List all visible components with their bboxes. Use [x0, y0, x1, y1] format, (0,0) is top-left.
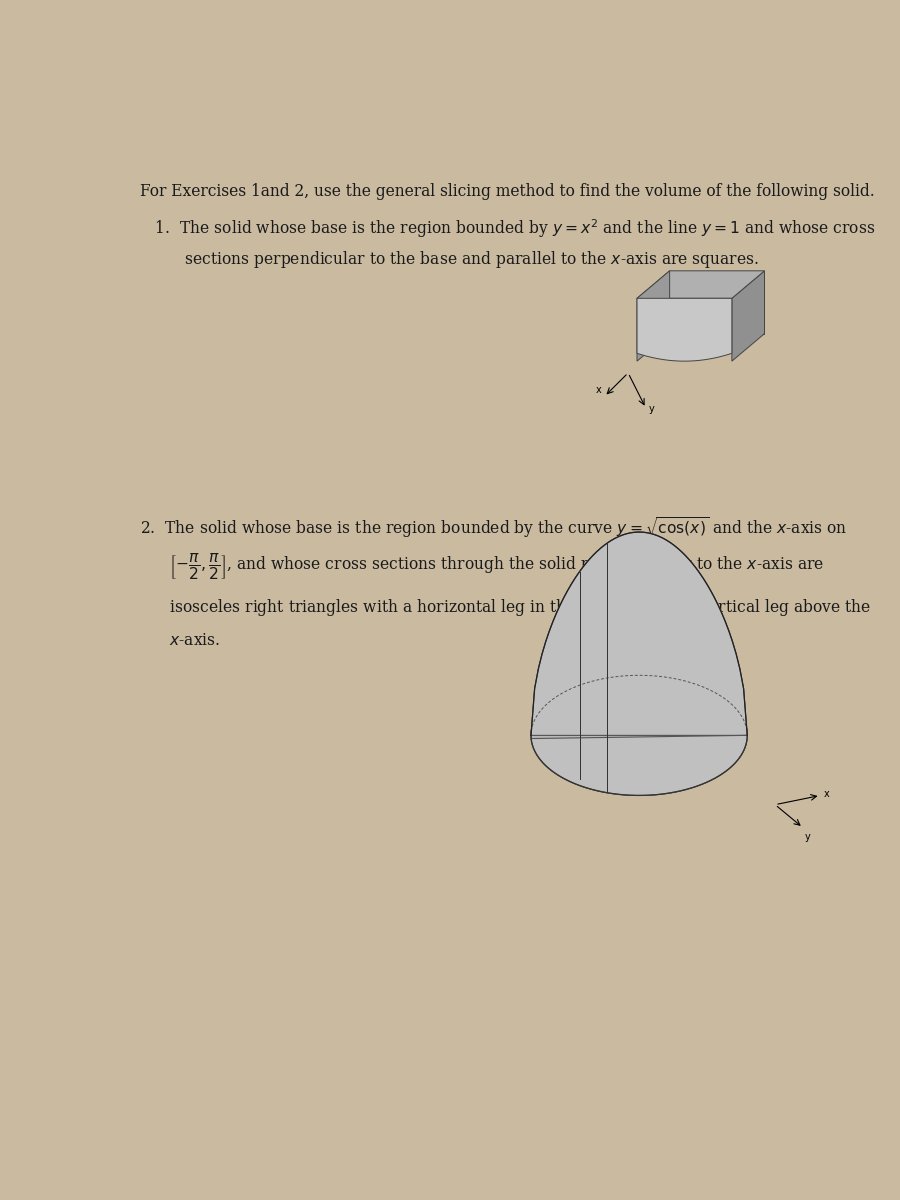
- Polygon shape: [531, 532, 747, 796]
- Text: x: x: [824, 790, 830, 799]
- Text: sections perpendicular to the base and parallel to the $x$-axis are squares.: sections perpendicular to the base and p…: [140, 250, 760, 270]
- Text: $x$-axis.: $x$-axis.: [140, 632, 220, 649]
- Text: 2.  The solid whose base is the region bounded by the curve $y=\sqrt{\cos(x)}$ a: 2. The solid whose base is the region bo…: [140, 516, 848, 540]
- Text: isosceles right triangles with a horizontal leg in the $xy$-plane and a vertical: isosceles right triangles with a horizon…: [140, 596, 872, 618]
- Text: y: y: [806, 832, 811, 841]
- Polygon shape: [531, 532, 747, 736]
- Text: $\left[-\dfrac{\pi}{2}, \dfrac{\pi}{2}\right]$, and whose cross sections through: $\left[-\dfrac{\pi}{2}, \dfrac{\pi}{2}\r…: [140, 552, 824, 582]
- Polygon shape: [531, 676, 747, 796]
- Text: y: y: [649, 404, 654, 414]
- Polygon shape: [732, 271, 764, 361]
- Text: 1.  The solid whose base is the region bounded by $y=x^2$ and the line $y=1$ and: 1. The solid whose base is the region bo…: [140, 217, 876, 240]
- Text: x: x: [596, 384, 601, 395]
- Polygon shape: [637, 271, 670, 361]
- Text: For Exercises 1and 2, use the general slicing method to find the volume of the f: For Exercises 1and 2, use the general sl…: [140, 182, 875, 200]
- Polygon shape: [637, 299, 732, 361]
- Polygon shape: [637, 271, 764, 299]
- Polygon shape: [670, 271, 764, 334]
